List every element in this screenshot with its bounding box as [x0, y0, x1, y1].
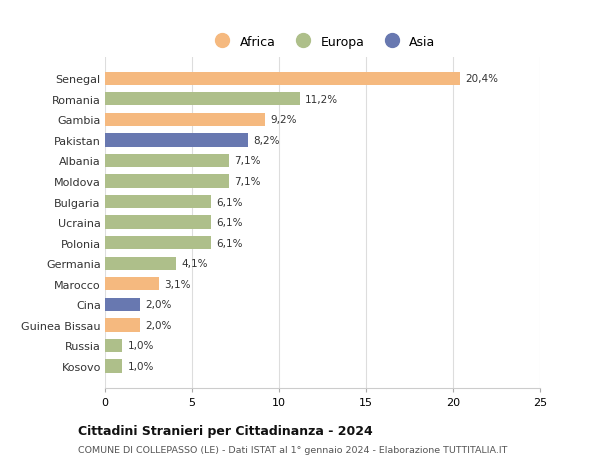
Text: 7,1%: 7,1% [234, 177, 260, 187]
Bar [105, 113, 265, 127]
Text: 3,1%: 3,1% [164, 279, 191, 289]
Bar [105, 134, 248, 147]
Bar [105, 298, 140, 311]
Text: 4,1%: 4,1% [182, 258, 208, 269]
Bar [105, 359, 122, 373]
Text: 7,1%: 7,1% [234, 156, 260, 166]
Bar [105, 196, 211, 209]
Text: 1,0%: 1,0% [128, 341, 154, 351]
Bar [105, 339, 122, 353]
Text: 6,1%: 6,1% [217, 238, 243, 248]
Bar [105, 93, 300, 106]
Bar [105, 236, 211, 250]
Text: 8,2%: 8,2% [253, 135, 280, 146]
Text: Cittadini Stranieri per Cittadinanza - 2024: Cittadini Stranieri per Cittadinanza - 2… [78, 425, 373, 437]
Bar [105, 257, 176, 270]
Bar [105, 278, 159, 291]
Bar [105, 216, 211, 230]
Text: 1,0%: 1,0% [128, 361, 154, 371]
Bar [105, 154, 229, 168]
Bar [105, 73, 460, 86]
Legend: Africa, Europa, Asia: Africa, Europa, Asia [205, 31, 440, 54]
Text: 20,4%: 20,4% [465, 74, 498, 84]
Text: 2,0%: 2,0% [145, 300, 172, 310]
Text: COMUNE DI COLLEPASSO (LE) - Dati ISTAT al 1° gennaio 2024 - Elaborazione TUTTITA: COMUNE DI COLLEPASSO (LE) - Dati ISTAT a… [78, 445, 508, 454]
Bar [105, 319, 140, 332]
Text: 6,1%: 6,1% [217, 218, 243, 228]
Text: 6,1%: 6,1% [217, 197, 243, 207]
Text: 2,0%: 2,0% [145, 320, 172, 330]
Text: 9,2%: 9,2% [271, 115, 297, 125]
Text: 11,2%: 11,2% [305, 95, 338, 105]
Bar [105, 175, 229, 188]
